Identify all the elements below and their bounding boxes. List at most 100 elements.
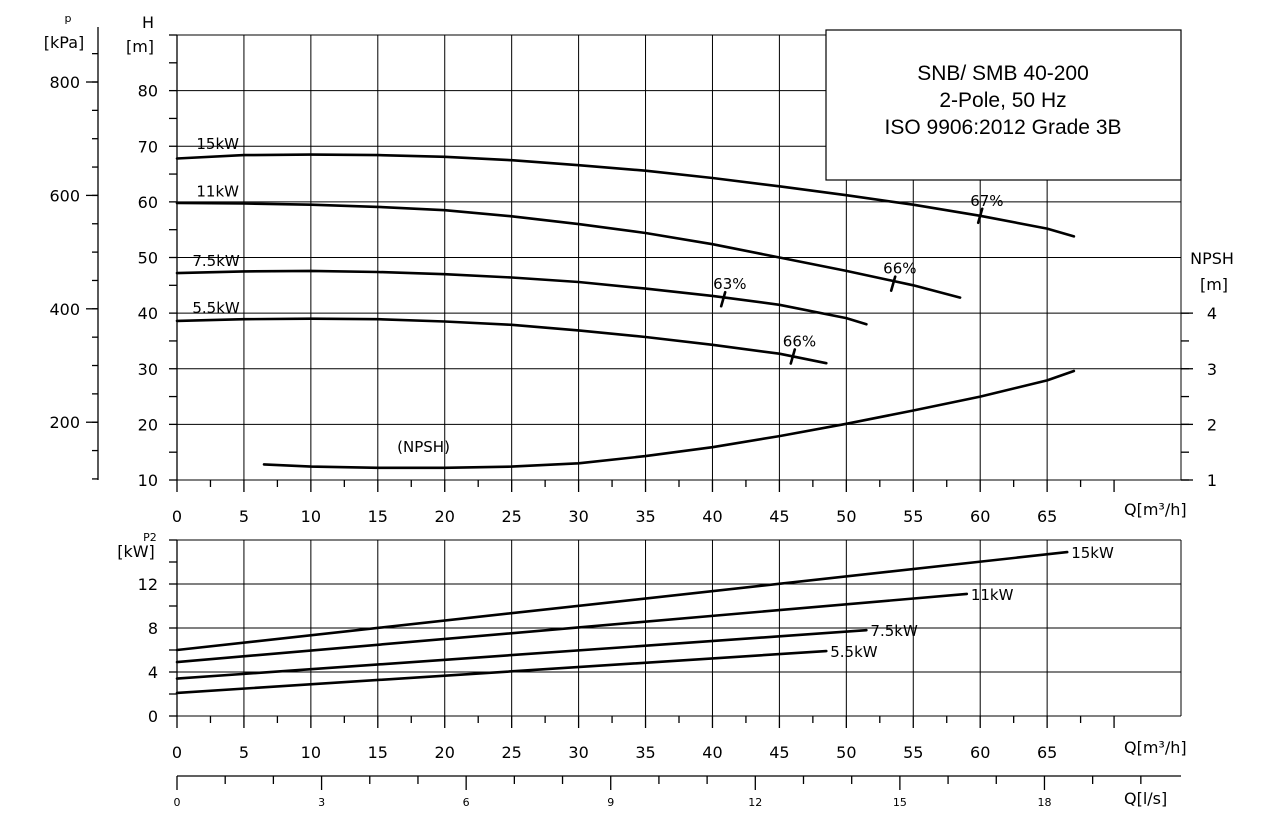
q-axis-tick-label: 50 <box>836 743 856 762</box>
npsh-axis-title: NPSH <box>1190 249 1234 268</box>
head-curve-label: 5.5kW <box>192 299 240 317</box>
power-curve-7-5kW <box>175 628 868 680</box>
title-box-frame <box>825 29 1182 181</box>
ls-axis-tick-label: 3 <box>318 796 325 809</box>
p2-axis-tick-label: 12 <box>138 575 158 594</box>
npsh-curve-label: (NPSH) <box>397 438 450 456</box>
q-axis-tick-label: 65 <box>1037 507 1057 526</box>
q-axis-tick-label: 55 <box>903 507 923 526</box>
q-axis-tick-label: 50 <box>836 507 856 526</box>
p-axis-unit: [kPa] <box>44 33 84 52</box>
power-curve-label: 15kW <box>1071 544 1114 562</box>
chart-title-line-1: SNB/ SMB 40-200 <box>917 62 1089 85</box>
p-axis-tick-label: 600 <box>49 186 80 205</box>
power-curve-15kW <box>175 550 1069 652</box>
head-curve-7-5kW <box>175 269 868 326</box>
ls-axis-tick-label: 6 <box>463 796 470 809</box>
p-axis-tick-label: 200 <box>49 413 80 432</box>
ls-axis-unit: Q[l/s] <box>1124 789 1167 808</box>
q-axis-tick-label: 45 <box>769 743 789 762</box>
q-axis-tick-label: 5 <box>239 507 249 526</box>
q-axis-tick-label: 55 <box>903 743 923 762</box>
npsh-axis-tick-label: 2 <box>1207 415 1217 434</box>
power-curve-5-5kW <box>175 649 828 695</box>
q-axis-tick-label: 0 <box>172 743 182 762</box>
ls-axis-tick-label: 9 <box>607 796 614 809</box>
efficiency-tick <box>976 207 984 225</box>
q-axis-tick-label: 40 <box>702 507 722 526</box>
h-axis-tick-label: 70 <box>138 137 158 156</box>
q-axis-tick-label: 15 <box>368 507 388 526</box>
power-curve-label: 5.5kW <box>830 643 878 661</box>
p-axis-tick-label: 400 <box>49 300 80 319</box>
q-axis-tick-label: 65 <box>1037 743 1057 762</box>
efficiency-label: 66% <box>883 260 916 278</box>
h-axis-tick-label: 50 <box>138 249 158 268</box>
q-axis-tick-label: 30 <box>568 743 588 762</box>
npsh-curve <box>262 369 1076 470</box>
efficiency-tick <box>789 348 797 365</box>
q-axis-tick-label: 5 <box>239 743 249 762</box>
p-axis-tick-label: 800 <box>49 73 80 92</box>
ls-axis-tick-label: 18 <box>1037 796 1051 809</box>
chart-labels: 15kW 11kW 7.5kW 5.5kW (NPSH) 67% 66% 63% 66% 15kW… <box>192 135 1114 661</box>
npsh-axis-unit: [m] <box>1200 275 1228 294</box>
ls-axis-tick-label: 12 <box>748 796 762 809</box>
q-axis-tick-label: 25 <box>501 743 521 762</box>
h-axis-tick-label: 10 <box>138 471 158 490</box>
p2-axis-title: P2 <box>143 531 157 544</box>
p2-axis-tick-label: 8 <box>148 619 158 638</box>
chart-title-box: SNB/ SMB 40-200 2-Pole, 50 Hz ISO 9906:2… <box>825 29 1182 181</box>
q-axis-unit: Q[m³/h] <box>1124 500 1187 519</box>
ls-axis-tick-label: 15 <box>893 796 907 809</box>
q-axis-tick-label: 35 <box>635 743 655 762</box>
npsh-axis-tick-label: 4 <box>1207 304 1217 323</box>
chart-title-line-2: 2-Pole, 50 Hz <box>939 89 1066 112</box>
efficiency-label: 67% <box>970 192 1003 210</box>
h-axis-tick-label: 80 <box>138 82 158 101</box>
power-curve-label: 7.5kW <box>870 622 918 640</box>
q-axis-tick-label: 10 <box>301 507 321 526</box>
p2-axis-unit: [kW] <box>117 542 155 561</box>
chart-title-line-3: ISO 9906:2012 Grade 3B <box>885 116 1122 139</box>
h-axis-tick-label: 20 <box>138 415 158 434</box>
q-axis-tick-label: 60 <box>970 507 990 526</box>
head-curve-label: 15kW <box>196 135 239 153</box>
h-axis-tick-label: 60 <box>138 193 158 212</box>
q-axis-tick-label: 45 <box>769 507 789 526</box>
q-axis-tick-label: 15 <box>368 743 388 762</box>
npsh-axis-tick-label: 3 <box>1207 360 1217 379</box>
head-curve-15kW <box>175 153 1076 238</box>
q-axis-tick-label: 25 <box>501 507 521 526</box>
q-axis-tick-label: 20 <box>435 743 455 762</box>
head-curve-5-5kW <box>175 317 828 365</box>
chart-axes: 1020304050607080H[m]200400600800p[kPa]12… <box>44 12 1234 809</box>
p2-axis-tick-label: 4 <box>148 663 158 682</box>
p2-axis-tick-label: 0 <box>148 707 158 726</box>
efficiency-tick <box>719 290 727 308</box>
head-curve-11kW <box>175 201 962 299</box>
efficiency-label: 66% <box>783 333 816 351</box>
ls-axis-tick-label: 0 <box>174 796 181 809</box>
npsh-axis-tick-label: 1 <box>1207 471 1217 490</box>
q-axis-unit: Q[m³/h] <box>1124 738 1187 757</box>
h-axis-unit: [m] <box>126 37 154 56</box>
efficiency-label: 63% <box>713 275 746 293</box>
head-curve-label: 7.5kW <box>192 252 240 270</box>
q-axis-tick-label: 30 <box>568 507 588 526</box>
q-axis-tick-label: 0 <box>172 507 182 526</box>
h-axis-tick-label: 30 <box>138 360 158 379</box>
q-axis-tick-label: 40 <box>702 743 722 762</box>
q-axis-tick-label: 10 <box>301 743 321 762</box>
efficiency-tick <box>889 275 897 292</box>
chart-curves <box>175 153 1076 695</box>
power-curve-label: 11kW <box>971 586 1014 604</box>
q-axis-tick-label: 20 <box>435 507 455 526</box>
q-axis-tick-label: 60 <box>970 743 990 762</box>
head-curve-label: 11kW <box>196 182 239 200</box>
h-axis-title: H <box>142 13 154 32</box>
h-axis-tick-label: 40 <box>138 304 158 323</box>
p-axis-title: p <box>65 12 72 25</box>
q-axis-tick-label: 35 <box>635 507 655 526</box>
